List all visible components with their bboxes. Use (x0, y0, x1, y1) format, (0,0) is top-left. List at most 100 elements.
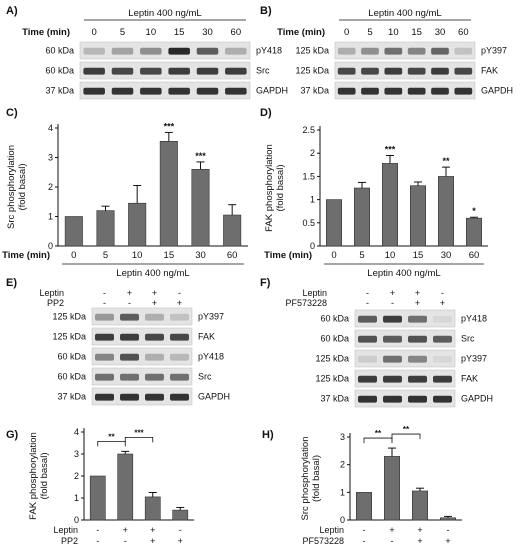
protein-label: pY397 (461, 353, 487, 363)
panel-letter: B) (260, 5, 272, 17)
blot-band (196, 67, 219, 75)
treatment-sign: + (390, 288, 395, 298)
blot-band (196, 87, 219, 95)
time-label: Time (min) (277, 27, 325, 38)
bar (89, 475, 106, 521)
blot-band (225, 87, 247, 95)
y-tick-label: 2 (310, 148, 315, 158)
time-tick: 30 (435, 27, 446, 38)
treatment-sign: - (179, 525, 182, 535)
protein-label: GAPDH (461, 393, 493, 403)
x-tick-label: 60 (227, 250, 238, 261)
y-tick-label: 1 (310, 195, 315, 205)
blot-band (361, 67, 379, 75)
panel-letter: D) (260, 107, 272, 119)
treatment-sign: + (152, 298, 157, 308)
kda-label: 37 kDa (320, 393, 349, 403)
significance-mark: ** (442, 156, 450, 166)
blot-band (407, 87, 426, 95)
treatment-sign: + (177, 298, 182, 308)
blot-band (120, 393, 139, 401)
blot-band (408, 335, 427, 343)
blot-band (170, 313, 189, 321)
y-tick-label: 2 (74, 471, 79, 481)
protein-label: Src (256, 65, 270, 75)
protein-label: pY418 (256, 45, 282, 55)
treatment-sign: - (441, 288, 444, 298)
time-tick: 60 (458, 27, 469, 38)
blot-band (358, 335, 377, 343)
blot-band (383, 355, 402, 363)
treatment-sign: - (366, 298, 369, 308)
y-tick-label: 1 (340, 487, 345, 497)
blot-band (454, 87, 473, 95)
blot-strip (354, 389, 456, 408)
y-tick-label: 2.5 (302, 125, 315, 135)
treatment-sign: + (152, 288, 157, 298)
blot-band (431, 47, 449, 55)
blot-strip (334, 41, 476, 60)
bar (437, 176, 454, 247)
protein-label: pY418 (461, 313, 487, 323)
y-axis-label: (fold basal) (17, 164, 28, 211)
kda-label: 60 kDa (45, 45, 74, 55)
blot-strip (91, 307, 193, 326)
blot-strip (354, 349, 456, 368)
treatment-sign: + (445, 536, 450, 546)
treatment-sign: - (363, 536, 366, 546)
treatment-sign: - (391, 298, 394, 308)
treatment-sign: + (417, 525, 422, 535)
x-tick-label: 30 (441, 250, 452, 261)
treatment-sign: + (417, 536, 422, 546)
blot-band (408, 355, 427, 363)
x-tick-label: 0 (331, 250, 336, 261)
y-tick-label: 1.5 (302, 171, 315, 181)
treatment-sign: - (447, 525, 450, 535)
time-tick: 15 (174, 27, 185, 38)
bar (439, 517, 456, 521)
blot-band (384, 47, 403, 55)
treatment-label: Leptin (53, 525, 78, 535)
kda-label: 125 kDa (52, 331, 86, 341)
blot-band (168, 47, 190, 55)
blot-band (120, 313, 139, 321)
blot-band (170, 333, 189, 341)
time-tick: 0 (92, 27, 97, 38)
blot-band (95, 373, 114, 381)
blot-panel-B: B) Leptin 400 ng/mL Time (min) 0 5 10 15 30 60 12… (260, 5, 513, 100)
y-tick-label: 1 (74, 493, 79, 503)
blot-strip (79, 61, 251, 80)
significance-mark: *** (385, 145, 396, 155)
blot-band (140, 47, 162, 55)
x-tick-label: 0 (71, 250, 76, 261)
blot-band (358, 315, 377, 323)
time-label: Time (min) (22, 27, 70, 38)
treatment-sign: + (123, 525, 128, 535)
treatment-label: Leptin (39, 288, 64, 298)
blot-band (383, 395, 402, 403)
blot-band (431, 67, 449, 75)
blot-band (361, 47, 379, 55)
blot-band (407, 67, 426, 75)
blot-band (145, 353, 164, 361)
blot-band (140, 87, 162, 95)
protein-label: pY397 (481, 45, 507, 55)
blot-band (225, 47, 247, 55)
protein-label: pY397 (198, 311, 224, 321)
time-tick: 5 (120, 27, 125, 38)
blot-band (408, 375, 427, 383)
bracket-label: *** (134, 428, 144, 437)
y-tick-label: 2 (340, 460, 345, 470)
kda-label: 125 kDa (315, 373, 349, 383)
treatment-footer: Leptin 400 ng/mL (367, 268, 440, 279)
bar (223, 214, 242, 247)
blot-band (337, 47, 356, 55)
blot-band (83, 67, 105, 75)
blot-band (407, 47, 426, 55)
blot-band (120, 353, 139, 361)
blot-band (383, 335, 402, 343)
significance-bracket (97, 440, 126, 447)
blot-band (111, 87, 134, 95)
protein-label: Src (198, 371, 212, 381)
